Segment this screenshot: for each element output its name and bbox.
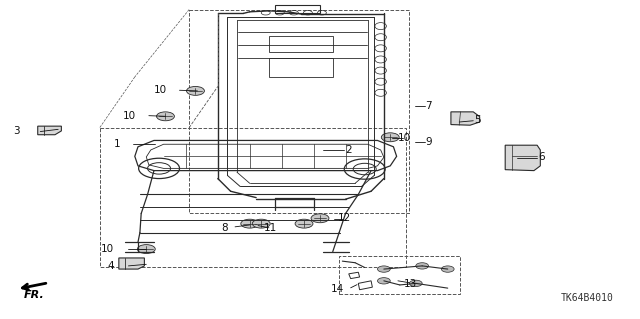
Bar (339, 256, 461, 294)
Bar (275, 5, 320, 13)
Text: 10: 10 (397, 133, 411, 143)
Polygon shape (451, 112, 479, 125)
Circle shape (410, 280, 422, 286)
Circle shape (416, 263, 429, 269)
Text: 10: 10 (154, 85, 167, 95)
Circle shape (241, 219, 259, 228)
Circle shape (138, 245, 156, 254)
Circle shape (252, 219, 270, 228)
Polygon shape (38, 126, 61, 135)
Text: 13: 13 (404, 279, 417, 289)
Bar (269, 36, 333, 51)
Text: 5: 5 (474, 115, 481, 125)
Text: 3: 3 (13, 126, 20, 136)
Text: TK64B4010: TK64B4010 (561, 293, 614, 303)
Text: 10: 10 (123, 111, 136, 121)
Text: 6: 6 (538, 152, 545, 162)
Circle shape (186, 86, 204, 95)
Circle shape (381, 133, 399, 142)
Circle shape (378, 266, 390, 272)
Text: FR.: FR. (24, 290, 44, 300)
Text: 8: 8 (221, 223, 227, 233)
Text: 4: 4 (108, 261, 115, 271)
Text: 9: 9 (425, 137, 432, 147)
Bar (269, 58, 333, 77)
Circle shape (378, 278, 390, 284)
Text: 10: 10 (101, 244, 115, 254)
Text: 7: 7 (425, 101, 432, 111)
Text: 2: 2 (346, 145, 352, 155)
Text: 12: 12 (337, 213, 351, 223)
Text: 11: 11 (263, 223, 276, 233)
Text: 1: 1 (114, 139, 121, 149)
Circle shape (442, 266, 454, 272)
Circle shape (295, 219, 313, 228)
Circle shape (311, 214, 329, 223)
Polygon shape (119, 258, 145, 269)
Circle shape (157, 112, 174, 121)
Text: 14: 14 (331, 284, 344, 294)
Polygon shape (505, 145, 540, 171)
